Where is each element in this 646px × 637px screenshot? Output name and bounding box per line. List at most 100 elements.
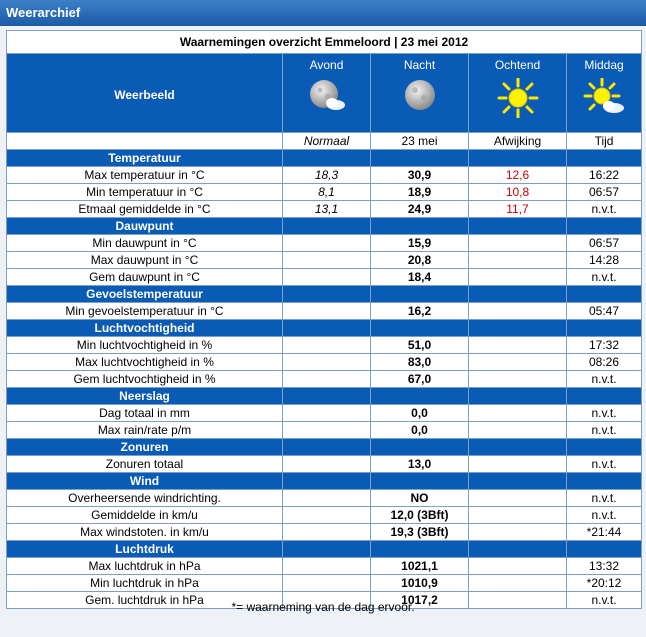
section-filler bbox=[282, 149, 371, 167]
row-label: Etmaal gemiddelde in °C bbox=[6, 200, 283, 218]
section-filler bbox=[468, 149, 567, 167]
sun-cloud-icon bbox=[583, 78, 624, 113]
section-title: Luchtdruk bbox=[6, 540, 283, 558]
row-deviation bbox=[468, 234, 567, 252]
column-ochtend: Ochtend bbox=[468, 53, 567, 133]
row-value: 20,8 bbox=[370, 251, 469, 269]
row-label: Max rain/rate p/m bbox=[6, 421, 283, 439]
section-title: Luchtvochtigheid bbox=[6, 319, 283, 337]
table-row: Min dauwpunt in °C 15,9 06:57 bbox=[6, 234, 643, 252]
section-header: Neerslag bbox=[6, 387, 643, 405]
row-normal: 13,1 bbox=[282, 200, 371, 218]
section-header: Luchtvochtigheid bbox=[6, 319, 643, 337]
section-header: Luchtdruk bbox=[6, 540, 643, 558]
row-value: 51,0 bbox=[370, 336, 469, 354]
row-deviation bbox=[468, 557, 567, 575]
row-value: 18,9 bbox=[370, 183, 469, 201]
row-time: 06:57 bbox=[565, 183, 643, 201]
section-filler bbox=[282, 319, 371, 337]
row-label: Dag totaal in mm bbox=[6, 404, 283, 422]
row-label: Min luchtdruk in hPa bbox=[6, 574, 283, 592]
row-value: 30,9 bbox=[370, 166, 469, 184]
section-filler bbox=[282, 285, 371, 303]
row-normal bbox=[282, 251, 371, 269]
table-row: Zonuren totaal 13,0 n.v.t. bbox=[6, 455, 643, 473]
section-filler bbox=[370, 540, 469, 558]
row-value: 0,0 bbox=[370, 421, 469, 439]
row-normal bbox=[282, 523, 371, 541]
table-row: Gem dauwpunt in °C 18,4 n.v.t. bbox=[6, 268, 643, 286]
column-nacht: Nacht bbox=[370, 53, 469, 133]
table-row: Etmaal gemiddelde in °C 13,1 24,9 11,7 n.v.t… bbox=[6, 200, 643, 218]
sun-icon bbox=[497, 78, 538, 118]
row-time: *21:44 bbox=[565, 523, 643, 541]
section-filler bbox=[565, 285, 643, 303]
row-deviation bbox=[468, 523, 567, 541]
row-normal bbox=[282, 489, 371, 507]
section-filler bbox=[282, 438, 371, 456]
row-value: 12,0 (3Bft) bbox=[370, 506, 469, 524]
row-label: Gem luchtvochtigheid in % bbox=[6, 370, 283, 388]
row-time: n.v.t. bbox=[565, 268, 643, 286]
section-filler bbox=[370, 387, 469, 405]
row-value: 1021,1 bbox=[370, 557, 469, 575]
row-label: Max temperatuur in °C bbox=[6, 166, 283, 184]
row-normal bbox=[282, 557, 371, 575]
row-value: 15,9 bbox=[370, 234, 469, 252]
table-caption: Waarnemingen overzicht Emmeloord | 23 me… bbox=[5, 30, 643, 54]
subheader-afwijking: Afwijking bbox=[468, 132, 567, 150]
section-filler bbox=[282, 387, 371, 405]
row-value: NO bbox=[370, 489, 469, 507]
row-normal bbox=[282, 268, 371, 286]
row-time: 05:47 bbox=[565, 302, 643, 320]
row-value: 0,0 bbox=[370, 404, 469, 422]
table-row: Gemiddelde in km/u 12,0 (3Bft) n.v.t. bbox=[6, 506, 643, 524]
row-label: Max dauwpunt in °C bbox=[6, 251, 283, 269]
weerbeeld-label: Weerbeeld bbox=[6, 53, 283, 133]
window-title: Weerarchief bbox=[0, 0, 646, 26]
section-title: Neerslag bbox=[6, 387, 283, 405]
section-filler bbox=[565, 319, 643, 337]
section-filler bbox=[565, 472, 643, 490]
section-filler bbox=[370, 472, 469, 490]
section-title: Zonuren bbox=[6, 438, 283, 456]
row-time: n.v.t. bbox=[565, 421, 643, 439]
section-filler bbox=[468, 472, 567, 490]
row-deviation bbox=[468, 404, 567, 422]
row-deviation bbox=[468, 302, 567, 320]
row-label: Zonuren totaal bbox=[6, 455, 283, 473]
row-deviation bbox=[468, 506, 567, 524]
row-deviation: 10,8 bbox=[468, 183, 567, 201]
row-label: Max windstoten. in km/u bbox=[6, 523, 283, 541]
row-value: 1010,9 bbox=[370, 574, 469, 592]
footnote: *= waarneming van de dag ervoor. bbox=[231, 600, 415, 614]
row-deviation bbox=[468, 251, 567, 269]
row-deviation bbox=[468, 353, 567, 371]
table-row: Min luchtvochtigheid in % 51,0 17:32 bbox=[6, 336, 643, 354]
row-time: n.v.t. bbox=[565, 404, 643, 422]
row-value: 19,3 (3Bft) bbox=[370, 523, 469, 541]
row-deviation bbox=[468, 455, 567, 473]
row-time: n.v.t. bbox=[565, 489, 643, 507]
row-value: 1017,2 bbox=[370, 591, 469, 609]
row-normal bbox=[282, 404, 371, 422]
row-value: 67,0 bbox=[370, 370, 469, 388]
row-time: n.v.t. bbox=[565, 506, 643, 524]
section-filler bbox=[565, 217, 643, 235]
row-label: Max luchtvochtigheid in % bbox=[6, 353, 283, 371]
subheader-date: 23 mei bbox=[370, 132, 469, 150]
section-filler bbox=[370, 217, 469, 235]
section-filler bbox=[468, 217, 567, 235]
row-deviation: 11,7 bbox=[468, 200, 567, 218]
row-value: 24,9 bbox=[370, 200, 469, 218]
row-time: 16:22 bbox=[565, 166, 643, 184]
row-deviation bbox=[468, 574, 567, 592]
table-row: Min temperatuur in °C 8,1 18,9 10,8 06:57 bbox=[6, 183, 643, 201]
row-time: 08:26 bbox=[565, 353, 643, 371]
row-normal bbox=[282, 574, 371, 592]
row-time: 14:28 bbox=[565, 251, 643, 269]
section-header: Temperatuur bbox=[6, 149, 643, 167]
section-filler bbox=[370, 285, 469, 303]
section-filler bbox=[468, 438, 567, 456]
row-normal bbox=[282, 455, 371, 473]
